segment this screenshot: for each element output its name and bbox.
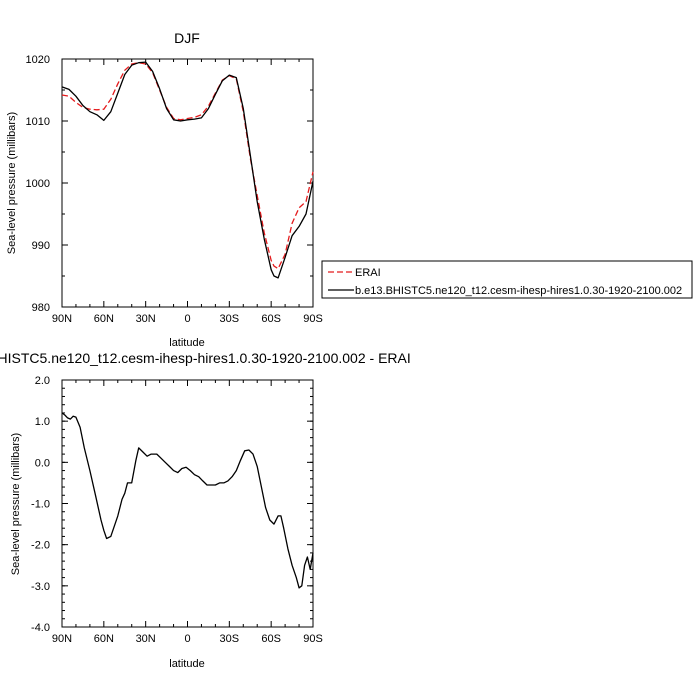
top-series-line-0 [61, 62, 314, 270]
bottom-x-tick-label: 30S [220, 633, 240, 645]
bottom-y-tick-label: -4.0 [31, 622, 50, 634]
top-y-axis-title: Sea-level pressure (millibars) [6, 112, 18, 254]
legend-erai-label: ERAI [355, 267, 381, 279]
bottom-x-tick-label: 60N [94, 633, 114, 645]
bottom-axis-ticks: 90N 60N 30N 0 30S 60S 90S -4.0 -3.0 -2.0 -1.0 0.0 1.… [31, 375, 323, 645]
top-plot-frame [61, 58, 314, 308]
bottom-x-tick-label: 90N [52, 633, 72, 645]
top-y-tick-label: 980 [32, 302, 50, 314]
bottom-chart-title: b.e13.BHISTC5.ne120_t12.cesm-ihesp-hires… [0, 350, 411, 366]
legend-box [321, 260, 693, 299]
legend: ERAI b.e13.BHISTC5.ne120_t12.cesm-ihesp-… [321, 260, 693, 299]
bottom-plot-frame [61, 379, 314, 628]
top-series-lines [61, 61, 314, 279]
bottom-y-axis-title: Sea-level pressure (millibars) [10, 433, 22, 575]
bottom-series-line-0 [61, 412, 314, 589]
top-series-line-1 [61, 61, 314, 279]
top-y-tick-label: 1020 [26, 54, 50, 66]
top-y-tick-label: 1000 [26, 178, 50, 190]
bottom-y-tick-label: -2.0 [31, 540, 50, 552]
top-y-tick-label: 990 [32, 240, 50, 252]
top-y-tick-label: 1010 [26, 116, 50, 128]
top-x-tick-label: 60N [94, 313, 114, 325]
bottom-y-tick-label: 1.0 [35, 416, 50, 428]
bottom-series-lines [61, 412, 314, 589]
bottom-y-tick-label: 2.0 [35, 375, 50, 387]
bottom-x-tick-label: 0 [184, 633, 190, 645]
top-chart-title: DJF [174, 30, 200, 46]
bottom-x-tick-label: 30N [136, 633, 156, 645]
top-axis-ticks: 90N 60N 30N 0 30S 60S 90S 980 990 1000 1010 1020 [26, 54, 323, 325]
bottom-x-axis-title: latitude [169, 658, 204, 670]
top-x-tick-label: 30N [136, 313, 156, 325]
top-x-tick-label: 60S [261, 313, 281, 325]
top-panel: DJF 90N 60N 30N 0 30S 60S 90S 980 990 1000 1010 102… [6, 30, 323, 349]
top-x-tick-label: 30S [220, 313, 240, 325]
bottom-y-tick-label: 0.0 [35, 457, 50, 469]
top-x-tick-label: 0 [184, 313, 190, 325]
bottom-x-tick-label: 90S [303, 633, 323, 645]
top-x-tick-label: 90N [52, 313, 72, 325]
top-x-axis-title: latitude [169, 337, 204, 349]
bottom-y-tick-label: -1.0 [31, 499, 50, 511]
legend-model-label: b.e13.BHISTC5.ne120_t12.cesm-ihesp-hires… [355, 285, 682, 297]
bottom-y-tick-label: -3.0 [31, 581, 50, 593]
bottom-x-tick-label: 60S [261, 633, 281, 645]
top-x-tick-label: 90S [303, 313, 323, 325]
bottom-panel: b.e13.BHISTC5.ne120_t12.cesm-ihesp-hires… [0, 350, 411, 670]
